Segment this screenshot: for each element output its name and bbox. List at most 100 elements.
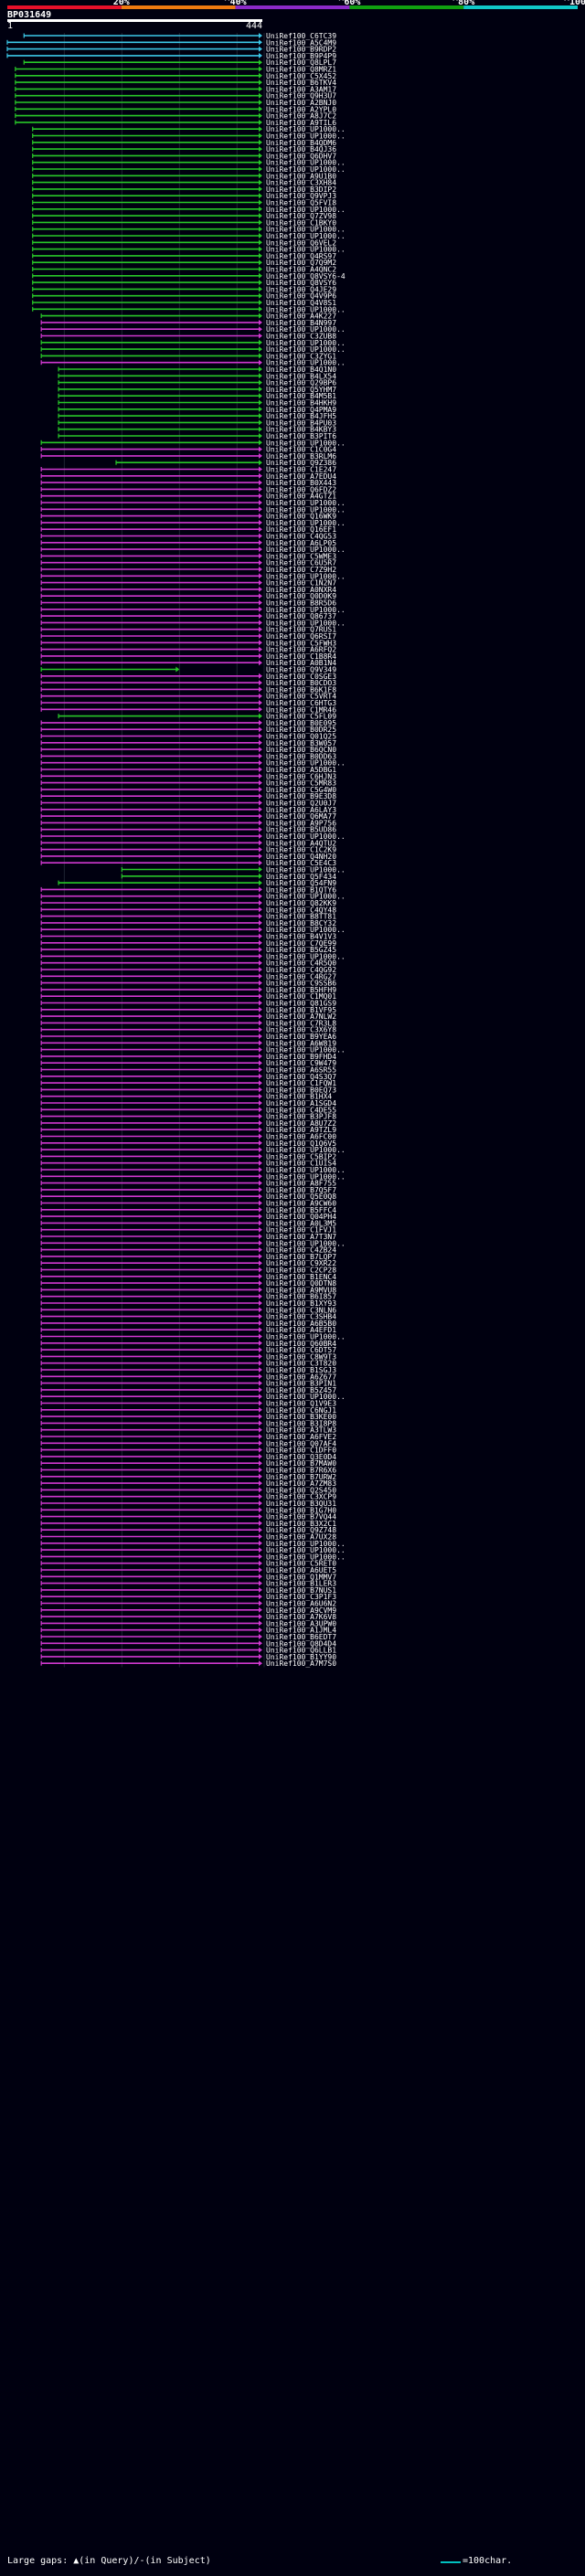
hit-label[interactable]: UniRef100_Q7ZV98: [266, 212, 336, 220]
hit-label[interactable]: UniRef100_Q5YHM7: [266, 386, 336, 394]
hit-label[interactable]: UniRef100_C8W9T3: [266, 1352, 336, 1361]
hit-label[interactable]: UniRef100_UP1000..: [266, 1333, 346, 1341]
hit-label[interactable]: UniRef100_C6TC39: [266, 32, 336, 40]
hit-label[interactable]: UniRef100_UP1000..: [266, 1146, 346, 1154]
hit-label[interactable]: UniRef100_B4HKH9: [266, 399, 336, 408]
hit-label[interactable]: UniRef100_C3XH84: [266, 179, 336, 187]
hit-label[interactable]: UniRef100_C9XR22: [266, 1259, 336, 1267]
hit-label[interactable]: UniRef100_Q01Q25: [266, 733, 336, 741]
hit-label[interactable]: UniRef100_A6FC00: [266, 1133, 336, 1141]
hit-label[interactable]: UniRef100_Q8LPL7: [266, 58, 336, 67]
hit-label[interactable]: UniRef100_B7URW2: [266, 1473, 336, 1481]
hit-label[interactable]: UniRef100_UP1000..: [266, 1046, 346, 1055]
hit-label[interactable]: UniRef100_Q6RSI7: [266, 632, 336, 641]
hit-label[interactable]: UniRef100_Q4V8S1: [266, 299, 336, 307]
hit-label[interactable]: UniRef100_A7UX28: [266, 1533, 336, 1542]
hit-label[interactable]: UniRef100_B7NUS1: [266, 1586, 336, 1595]
hit-label[interactable]: UniRef100_Q07AF4: [266, 1439, 336, 1447]
hit-label[interactable]: UniRef100_B3PIN1: [266, 1380, 336, 1388]
hit-label[interactable]: UniRef100_Q0D0K9: [266, 592, 336, 600]
hit-label[interactable]: UniRef100_B5GZ45: [266, 946, 336, 954]
hit-label[interactable]: UniRef100_B0EQ73: [266, 1086, 336, 1094]
hit-label[interactable]: UniRef100_Q7Q9M2: [266, 259, 336, 267]
hit-label[interactable]: UniRef100_A3TLW3: [266, 1426, 336, 1435]
hit-label[interactable]: UniRef100_A8U7Z2: [266, 1119, 336, 1128]
hit-label[interactable]: UniRef100_UP1000..: [266, 226, 346, 234]
hit-label[interactable]: UniRef100_B1VF95: [266, 1006, 336, 1014]
hit-label[interactable]: UniRef100_UP1000..: [266, 952, 346, 960]
hit-label[interactable]: UniRef100_Q4V9P6: [266, 292, 336, 301]
hit-label[interactable]: UniRef100_Q54FN9: [266, 879, 336, 887]
hit-label[interactable]: UniRef100_UP1000..: [266, 519, 346, 527]
hit-label[interactable]: UniRef100_B4V1V3: [266, 933, 336, 941]
hit-label[interactable]: UniRef100_C3NLN6: [266, 1306, 336, 1314]
hit-label[interactable]: UniRef100_UP1000..: [266, 505, 346, 514]
hit-label[interactable]: UniRef100_B6EDT7: [266, 1633, 336, 1641]
hit-label[interactable]: UniRef100_A6B5B0: [266, 1320, 336, 1328]
hit-label[interactable]: UniRef100_A0B1N4: [266, 659, 336, 667]
hit-label[interactable]: UniRef100_B4Q1N0: [266, 366, 336, 374]
hit-label[interactable]: UniRef100_C6DT57: [266, 1346, 336, 1354]
hit-label[interactable]: UniRef100_UP1000..: [266, 165, 346, 174]
hit-label[interactable]: UniRef100_UP1000..: [266, 1540, 346, 1548]
hit-label[interactable]: UniRef100_A8F755: [266, 1180, 336, 1188]
hit-label[interactable]: UniRef100_A0NXR4: [266, 586, 336, 594]
hit-label[interactable]: UniRef100_UP1000..: [266, 1546, 346, 1554]
hit-label[interactable]: UniRef100_A4EFD1: [266, 1326, 336, 1334]
hit-label[interactable]: UniRef100_B4QDM6: [266, 139, 336, 147]
hit-label[interactable]: UniRef100_Q4S3Q7: [266, 1073, 336, 1081]
hit-label[interactable]: UniRef100_C4QY48: [266, 906, 336, 914]
hit-label[interactable]: UniRef100_A6UET5: [266, 1566, 336, 1574]
hit-label[interactable]: UniRef100_C4QG53: [266, 533, 336, 541]
hit-label[interactable]: UniRef100_B0E095: [266, 719, 336, 727]
hit-label[interactable]: UniRef100_UP1000..: [266, 325, 346, 334]
hit-label[interactable]: UniRef100_A7M7S0: [266, 1659, 336, 1668]
hit-label[interactable]: UniRef100_B4KBY3: [266, 426, 336, 434]
hit-label[interactable]: UniRef100_B6QCN0: [266, 746, 336, 754]
hit-label[interactable]: UniRef100_A7NLW2: [266, 1012, 336, 1021]
hit-label[interactable]: UniRef100_B4QJ36: [266, 145, 336, 154]
hit-label[interactable]: UniRef100_UP1000..: [266, 1239, 346, 1247]
hit-label[interactable]: UniRef100_C4DE55: [266, 1106, 336, 1114]
hit-label[interactable]: UniRef100_C1C2K9: [266, 846, 336, 854]
hit-label[interactable]: UniRef100_Q6VEL2: [266, 239, 336, 247]
hit-label[interactable]: UniRef100_Q8MRZ1: [266, 66, 336, 74]
hit-label[interactable]: UniRef100_Q6LLB1: [266, 1647, 336, 1655]
hit-label[interactable]: UniRef100_A7ZM83: [266, 1479, 336, 1488]
hit-label[interactable]: UniRef100_C5MR83: [266, 779, 336, 788]
hit-label[interactable]: UniRef100_UP1000..: [266, 572, 346, 580]
hit-label[interactable]: UniRef100_A8J7C2: [266, 112, 336, 121]
hit-label[interactable]: UniRef100_B0DD63: [266, 752, 336, 760]
hit-label[interactable]: UniRef100_UP1000..: [266, 305, 346, 313]
hit-label[interactable]: UniRef100_B0X443: [266, 479, 336, 487]
hit-label[interactable]: UniRef100_Q60BR4: [266, 1340, 336, 1348]
hit-label[interactable]: UniRef100_C5E4C3: [266, 859, 336, 867]
hit-label[interactable]: UniRef100_A7T3N7: [266, 1233, 336, 1241]
hit-label[interactable]: UniRef100_UP1000..: [266, 125, 346, 133]
hit-label[interactable]: UniRef100_UP1000..: [266, 832, 346, 841]
hit-label[interactable]: UniRef100_C2CP28: [266, 1267, 336, 1275]
hit-label[interactable]: UniRef100_UP1000..: [266, 893, 346, 901]
hit-label[interactable]: UniRef100_B7LQP7: [266, 1253, 336, 1261]
hit-label[interactable]: UniRef100_B4M5B1: [266, 392, 336, 400]
hit-label[interactable]: UniRef100_A9P756: [266, 819, 336, 827]
hit-label[interactable]: UniRef100_Q9Z386: [266, 459, 336, 467]
hit-label[interactable]: UniRef100_C4R5Q0: [266, 959, 336, 968]
hit-label[interactable]: UniRef100_A4QTU2: [266, 839, 336, 847]
hit-label[interactable]: UniRef100_A7K6V8: [266, 1613, 336, 1621]
hit-label[interactable]: UniRef100_Q6FDZ2: [266, 485, 336, 493]
hit-label[interactable]: UniRef100_B1ENC4: [266, 1273, 336, 1281]
hit-label[interactable]: UniRef100_A6SR55: [266, 1066, 336, 1075]
hit-label[interactable]: UniRef100_Q9V349: [266, 666, 336, 674]
hit-label[interactable]: UniRef100_B5HFH9: [266, 986, 336, 994]
hit-label[interactable]: UniRef100_UP1000..: [266, 1393, 346, 1401]
hit-label[interactable]: UniRef100_B1SGJ3: [266, 1366, 336, 1374]
hit-label[interactable]: UniRef100_C5FWH3: [266, 639, 336, 647]
hit-label[interactable]: UniRef100_UP1000..: [266, 926, 346, 934]
hit-label[interactable]: UniRef100_A6LAY3: [266, 806, 336, 814]
hit-label[interactable]: UniRef100_C1C0G4: [266, 446, 336, 454]
hit-label[interactable]: UniRef100_C6NGJ1: [266, 1406, 336, 1415]
hit-label[interactable]: UniRef100_A9U1B0: [266, 172, 336, 180]
hit-label[interactable]: UniRef100_Q8VSY6-4: [266, 272, 346, 281]
hit-label[interactable]: UniRef100_UP1000..: [266, 546, 346, 554]
